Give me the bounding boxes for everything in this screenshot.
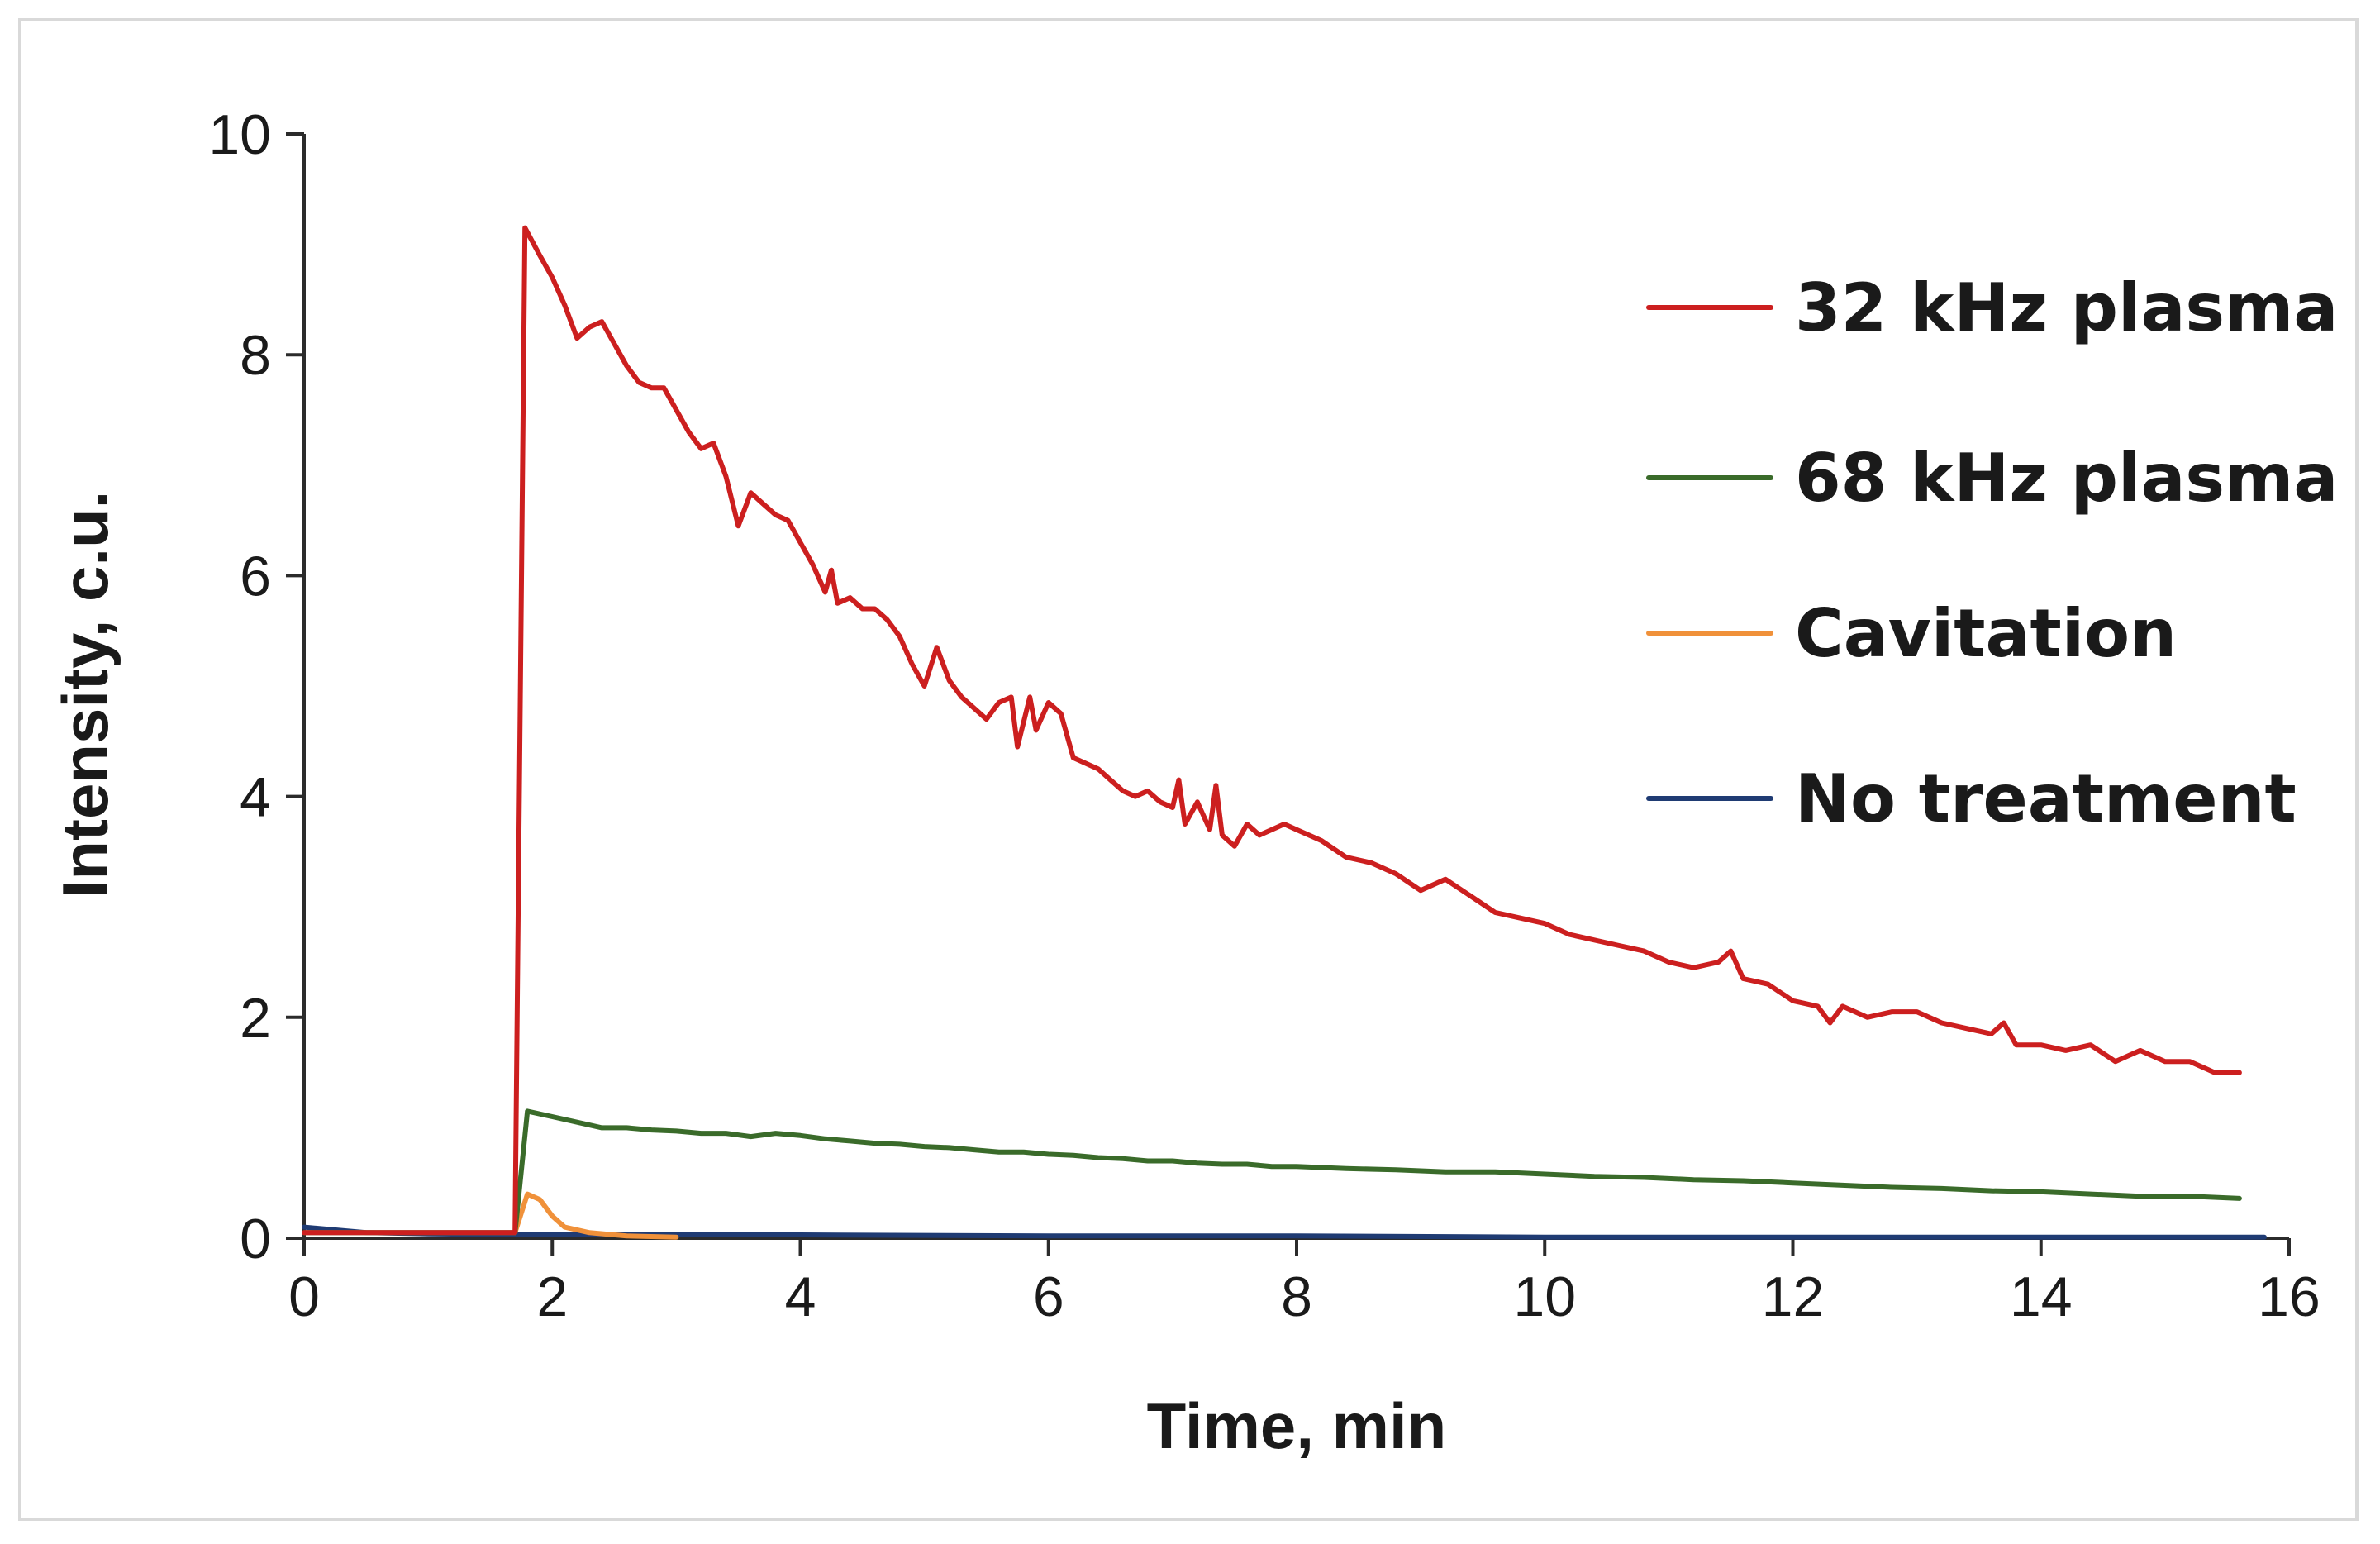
series-layer — [302, 225, 2267, 1240]
series-line-cavitation — [302, 1191, 679, 1240]
y-tick-label: 2 — [240, 987, 271, 1050]
y-tick-label: 6 — [240, 545, 271, 608]
x-tick-label: 12 — [1762, 1265, 1825, 1328]
x-tick-label: 2 — [536, 1265, 568, 1328]
series-line-68-khz-plasma — [302, 1108, 2242, 1236]
chart-frame — [18, 18, 2359, 1521]
x-tick-label: 10 — [1513, 1265, 1576, 1328]
legend-label: No treatment — [1795, 760, 2297, 837]
series-line-32-khz-plasma — [302, 225, 2242, 1236]
y-tick-label: 10 — [208, 103, 271, 166]
x-tick-label: 14 — [2010, 1265, 2073, 1328]
x-tick-label: 6 — [1033, 1265, 1064, 1328]
legend: 32 kHz plasma 68 kHz plasma Cavitation No t… — [1646, 269, 2338, 837]
x-axis-title: Time, min — [1147, 1389, 1447, 1462]
legend-label: 68 kHz plasma — [1795, 440, 2338, 517]
x-tick-label: 4 — [785, 1265, 816, 1328]
x-tick-label: 16 — [2258, 1265, 2320, 1328]
legend-label: Cavitation — [1795, 595, 2177, 672]
x-tick-label: 8 — [1281, 1265, 1312, 1328]
legend-label: 32 kHz plasma — [1795, 269, 2338, 346]
x-tick-label: 0 — [288, 1265, 320, 1328]
y-tick-label: 8 — [240, 324, 271, 387]
y-axis-title: Intensity, c.u. — [49, 491, 121, 898]
y-tick-label: 4 — [240, 766, 271, 829]
y-tick-label: 0 — [240, 1208, 271, 1270]
